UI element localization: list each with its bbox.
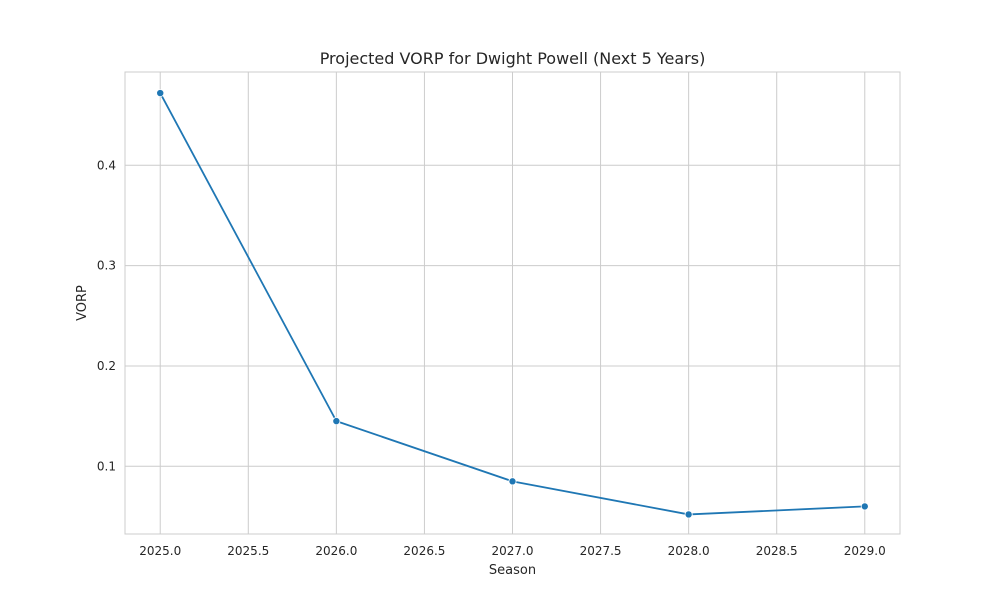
chart-title: Projected VORP for Dwight Powell (Next 5… <box>320 49 706 68</box>
x-tick-label: 2025.5 <box>227 544 269 558</box>
x-tick-label: 2027.5 <box>580 544 622 558</box>
y-tick-label: 0.4 <box>97 158 116 172</box>
y-axis-label: VORP <box>75 285 90 321</box>
data-point <box>332 417 341 426</box>
grid-lines <box>125 72 900 534</box>
y-tick-label: 0.1 <box>97 459 116 473</box>
x-tick-label: 2026.0 <box>315 544 357 558</box>
x-tick-label: 2025.0 <box>139 544 181 558</box>
y-tick-label: 0.3 <box>97 259 116 273</box>
data-point <box>684 510 693 519</box>
x-tick-label: 2028.5 <box>756 544 798 558</box>
data-point <box>508 477 517 486</box>
data-point <box>860 502 869 511</box>
data-series <box>156 89 869 519</box>
x-tick-label: 2026.5 <box>403 544 445 558</box>
data-point <box>156 89 165 98</box>
x-tick-label: 2028.0 <box>668 544 710 558</box>
y-tick-label: 0.2 <box>97 359 116 373</box>
x-tick-labels: 2025.0 2025.5 2026.0 2026.5 2027.0 2027.5 2028… <box>139 544 886 558</box>
x-tick-label: 2027.0 <box>492 544 534 558</box>
plot-area-frame <box>124 71 901 535</box>
x-axis-label: Season <box>489 563 536 578</box>
x-tick-label: 2029.0 <box>844 544 886 558</box>
y-tick-labels: 0.1 0.2 0.3 0.4 <box>97 158 116 473</box>
